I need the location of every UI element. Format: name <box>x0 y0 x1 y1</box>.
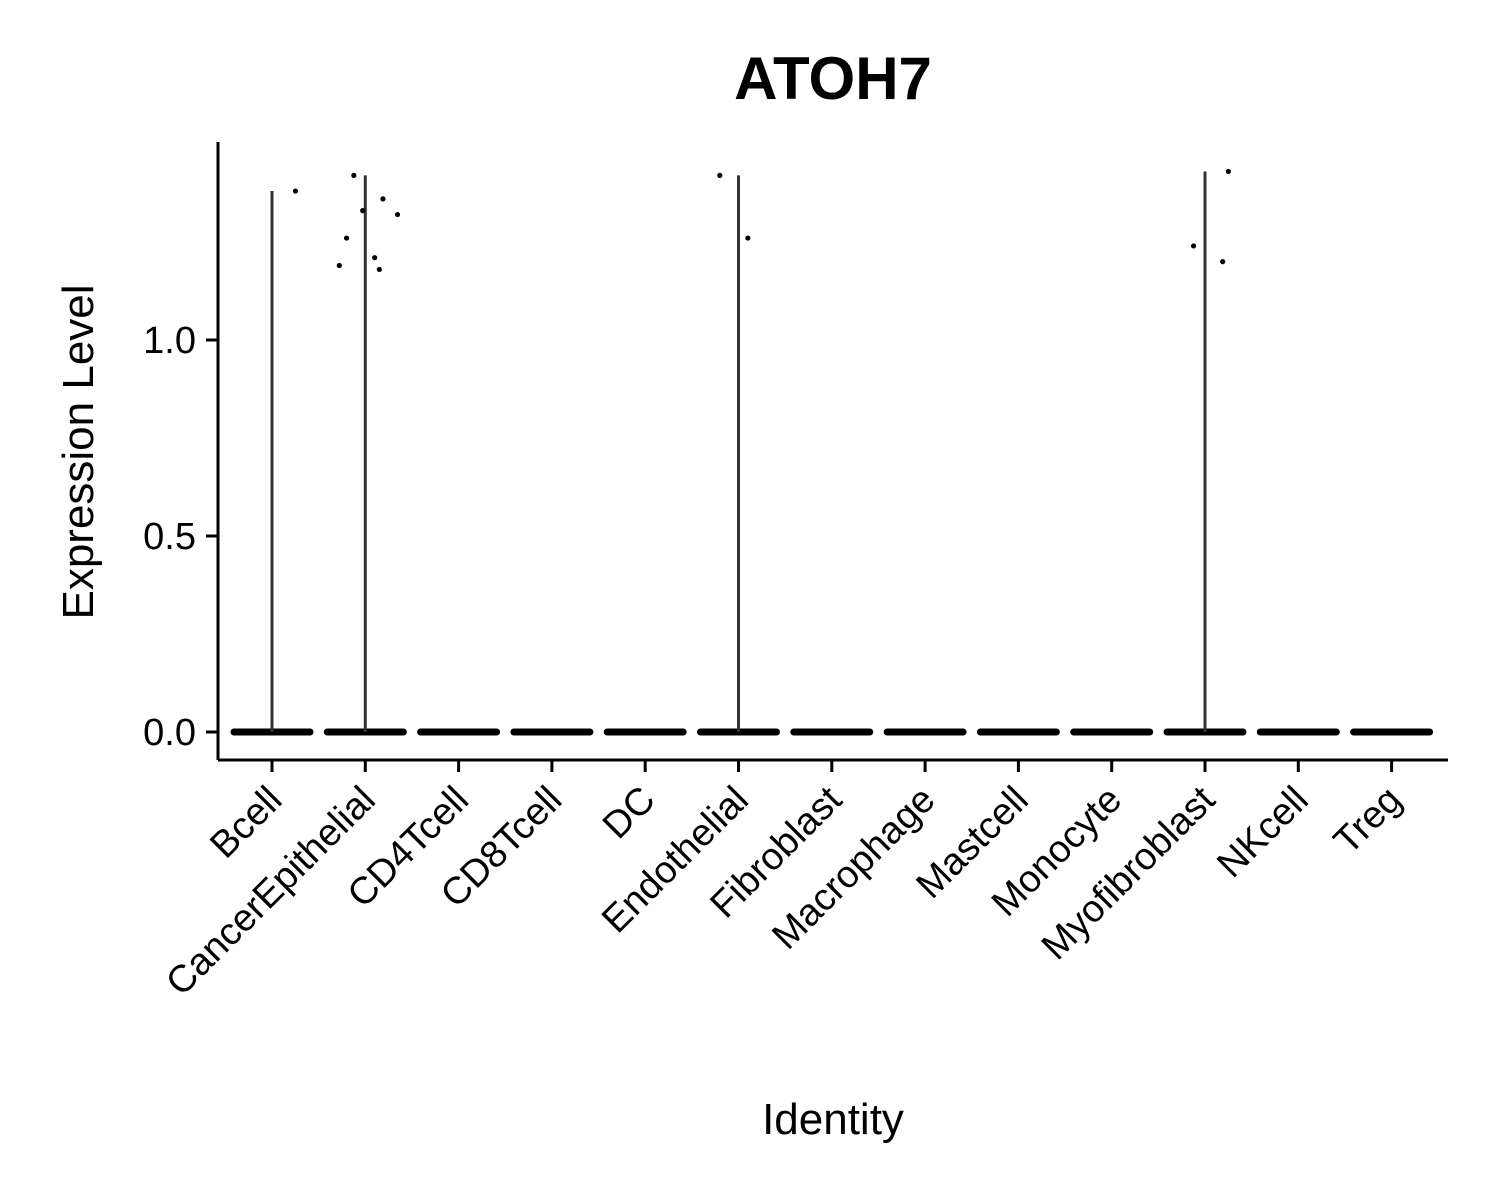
y-tick-label: 1.0 <box>143 320 196 362</box>
data-point-Endothelial <box>717 172 723 178</box>
x-tick-label: DC <box>595 779 664 848</box>
y-axis: 0.0 0.5 1.0 <box>143 142 220 760</box>
y-axis-title: Expression Level <box>54 284 103 619</box>
data-point-CancerEpithelial <box>343 235 350 241</box>
plot-marks <box>230 168 1434 736</box>
chart-title: ATOH7 <box>734 45 932 112</box>
data-point-CancerEpithelial <box>351 172 357 178</box>
x-tick-label: NKcell <box>1209 779 1316 886</box>
x-tick-label: Bcell <box>202 779 290 867</box>
data-point-CancerEpithelial <box>394 211 401 218</box>
data-point-CancerEpithelial <box>380 196 386 202</box>
data-point-CancerEpithelial <box>376 266 382 273</box>
y-tick-label: 0.5 <box>143 516 196 558</box>
data-point-CancerEpithelial <box>372 255 378 261</box>
data-point-Myofibroblast <box>1225 168 1231 175</box>
x-axis-title: Identity <box>762 1095 904 1144</box>
data-point-Bcell <box>292 188 298 194</box>
y-tick-label: 0.0 <box>143 712 196 754</box>
data-point-Myofibroblast <box>1190 243 1197 249</box>
x-tick-label: Treg <box>1326 779 1410 863</box>
data-point-Endothelial <box>745 235 751 241</box>
data-point-Myofibroblast <box>1220 259 1226 265</box>
data-point-CancerEpithelial <box>360 208 366 214</box>
data-point-CancerEpithelial <box>336 262 342 269</box>
